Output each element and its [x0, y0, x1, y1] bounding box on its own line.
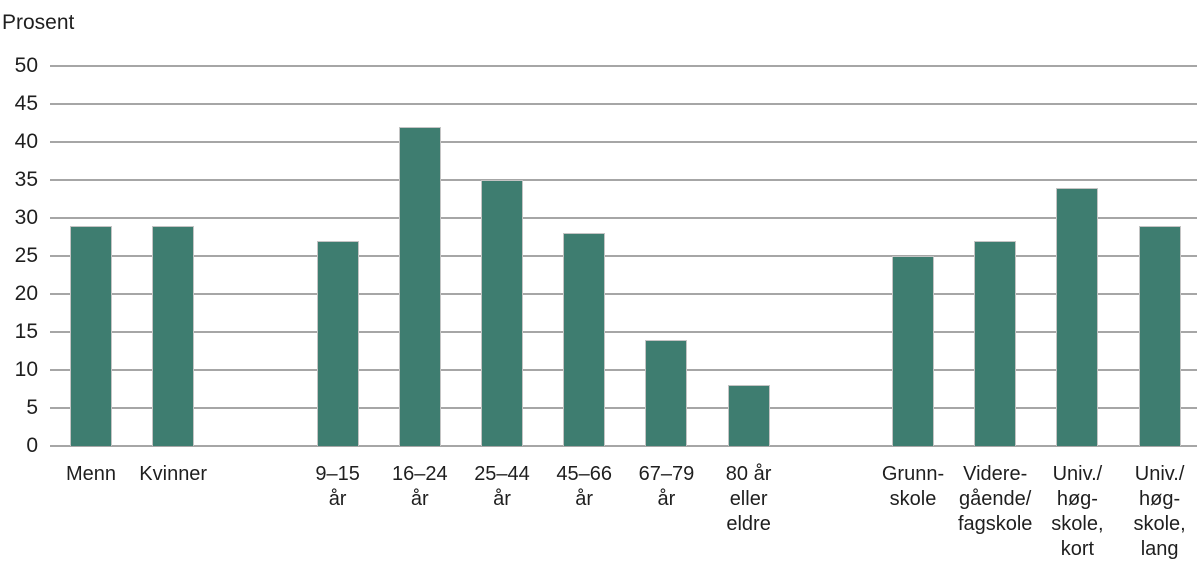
x-label-education-1: Videre- gående/ fagskole	[957, 463, 1033, 535]
x-label-age-4: 67–79 år	[638, 463, 695, 510]
y-axis-title: Prosent	[2, 11, 75, 34]
gridline-25	[50, 255, 1197, 257]
x-label-education-2: Univ./ høg- skole, kort	[1051, 463, 1104, 560]
bar-education-2	[1056, 187, 1099, 446]
gridline-45	[50, 103, 1197, 105]
x-label-education-3: Univ./ høg- skole, lang	[1133, 463, 1186, 560]
y-tick-label-0: 0	[26, 434, 38, 457]
y-tick-label-15: 15	[14, 320, 38, 343]
x-label-education-0: Grunn- skole	[881, 463, 945, 510]
x-label-gender-0: Menn	[65, 463, 117, 485]
gridline-30	[50, 217, 1197, 219]
y-tick-label-5: 5	[26, 396, 38, 419]
y-tick-label-50: 50	[14, 54, 38, 77]
x-label-age-3: 45–66 år	[556, 463, 612, 510]
bar-age-0	[316, 240, 359, 446]
bar-age-2	[481, 180, 523, 446]
bar-gender-0	[70, 225, 112, 446]
x-label-age-1: 16–24 år	[391, 463, 448, 510]
y-tick-label-10: 10	[14, 358, 38, 381]
bar-education-0	[892, 256, 934, 446]
gridline-15	[50, 331, 1197, 333]
x-label-age-5: 80 år eller eldre	[725, 463, 772, 535]
x-label-gender-1: Kvinner	[139, 463, 208, 485]
bar-age-1	[398, 126, 441, 446]
bar-gender-1	[152, 225, 195, 446]
gridline-20	[50, 293, 1197, 295]
gridline-50	[50, 65, 1197, 67]
y-tick-label-40: 40	[14, 130, 38, 153]
gridline-35	[50, 179, 1197, 181]
y-tick-label-20: 20	[14, 282, 38, 305]
bar-age-4	[645, 339, 688, 446]
bar-age-5	[727, 385, 770, 446]
y-tick-label-25: 25	[14, 244, 38, 267]
y-tick-label-30: 30	[14, 206, 38, 229]
gridline-5	[50, 407, 1197, 409]
x-label-age-0: 9–15 år	[315, 463, 360, 510]
gridline-0	[50, 445, 1197, 447]
bar-education-3	[1138, 225, 1181, 446]
y-tick-label-45: 45	[14, 92, 38, 115]
bar-education-1	[974, 240, 1017, 446]
gridline-40	[50, 141, 1197, 143]
gridline-10	[50, 369, 1197, 371]
bar-age-3	[563, 233, 606, 446]
x-label-age-2: 25–44 år	[474, 463, 530, 510]
y-tick-label-35: 35	[14, 168, 38, 191]
